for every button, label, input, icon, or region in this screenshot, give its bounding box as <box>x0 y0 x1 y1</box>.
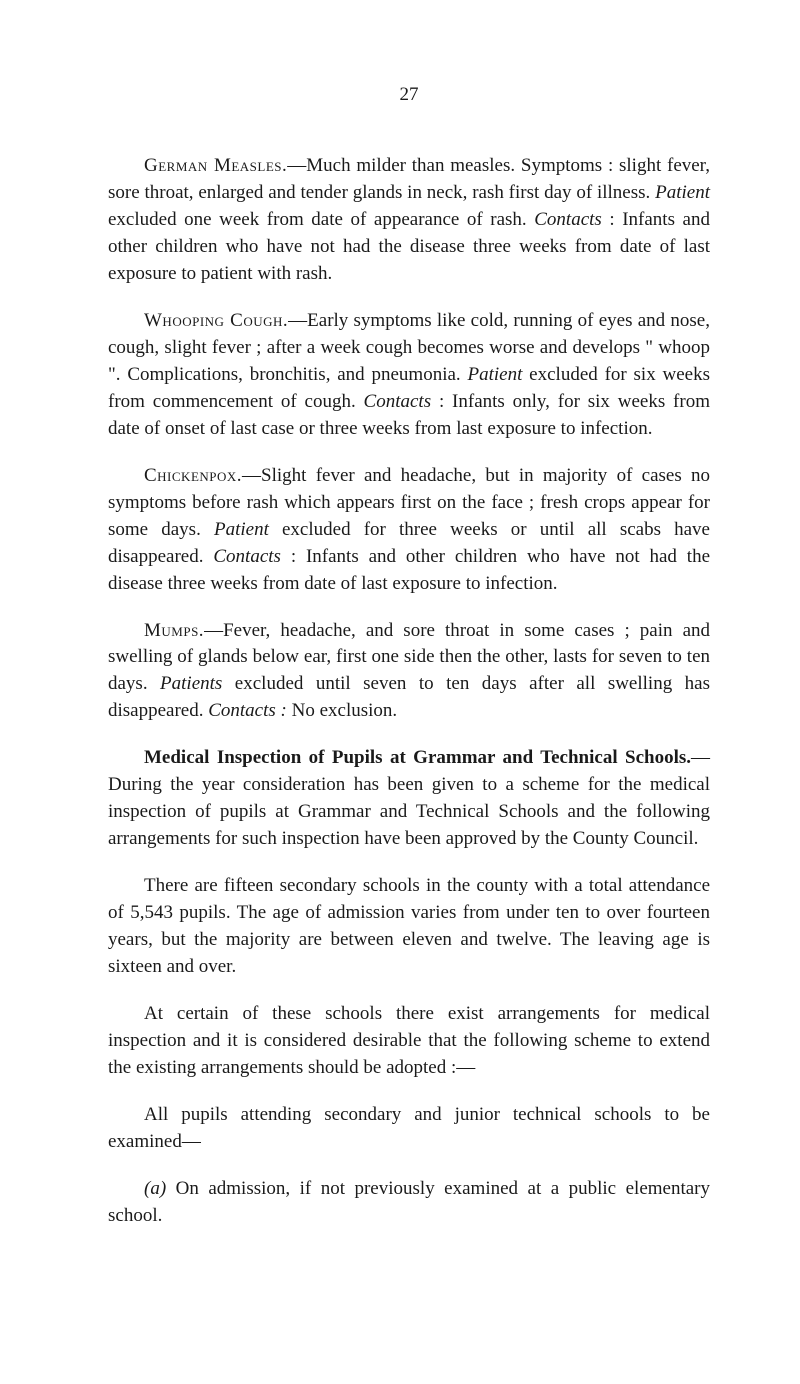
page-number: 27 <box>108 82 710 109</box>
paragraph-all-pupils: All pupils attending secondary and junio… <box>108 1102 710 1156</box>
heading-german-measles: German Measles. <box>144 155 287 176</box>
patient-text: excluded one week from date of appearanc… <box>108 209 534 230</box>
contacts-label: Contacts <box>364 391 432 412</box>
patient-label: Patient <box>655 182 710 203</box>
patient-label: Patient <box>467 364 522 385</box>
contacts-label: Contacts <box>534 209 602 230</box>
text-fifteen-schools: There are fifteen secondary schools in t… <box>108 875 710 977</box>
text-certain-schools: At certain of these schools there exist … <box>108 1003 710 1078</box>
heading-medical-inspection: Medical Inspection of Pupils at Grammar … <box>144 747 691 768</box>
item-a-text: On admission, if not previously examined… <box>108 1178 710 1226</box>
contacts-label: Contacts <box>213 546 281 567</box>
paragraph-certain-schools: At certain of these schools there exist … <box>108 1001 710 1082</box>
paragraph-german-measles: German Measles.—Much milder than measles… <box>108 153 710 288</box>
heading-mumps: Mumps. <box>144 620 204 641</box>
list-item-a: (a) On admission, if not previously exam… <box>108 1176 710 1230</box>
paragraph-fifteen-schools: There are fifteen secondary schools in t… <box>108 873 710 981</box>
patients-label: Patients <box>160 673 222 694</box>
patient-label: Patient <box>214 519 269 540</box>
heading-whooping-cough: Whooping Cough. <box>144 310 288 331</box>
item-a-label: (a) <box>144 1178 166 1199</box>
paragraph-chickenpox: Chickenpox.—Slight fever and headache, b… <box>108 463 710 598</box>
contacts-text: No exclusion. <box>287 700 397 721</box>
text-all-pupils: All pupils attending secondary and junio… <box>108 1104 710 1152</box>
heading-chickenpox: Chickenpox. <box>144 465 242 486</box>
paragraph-mumps: Mumps.—Fever, headache, and sore throat … <box>108 618 710 726</box>
paragraph-medical-inspection: Medical Inspection of Pupils at Grammar … <box>108 745 710 853</box>
paragraph-whooping-cough: Whooping Cough.—Early symptoms like cold… <box>108 308 710 443</box>
contacts-label: Contacts : <box>208 700 287 721</box>
